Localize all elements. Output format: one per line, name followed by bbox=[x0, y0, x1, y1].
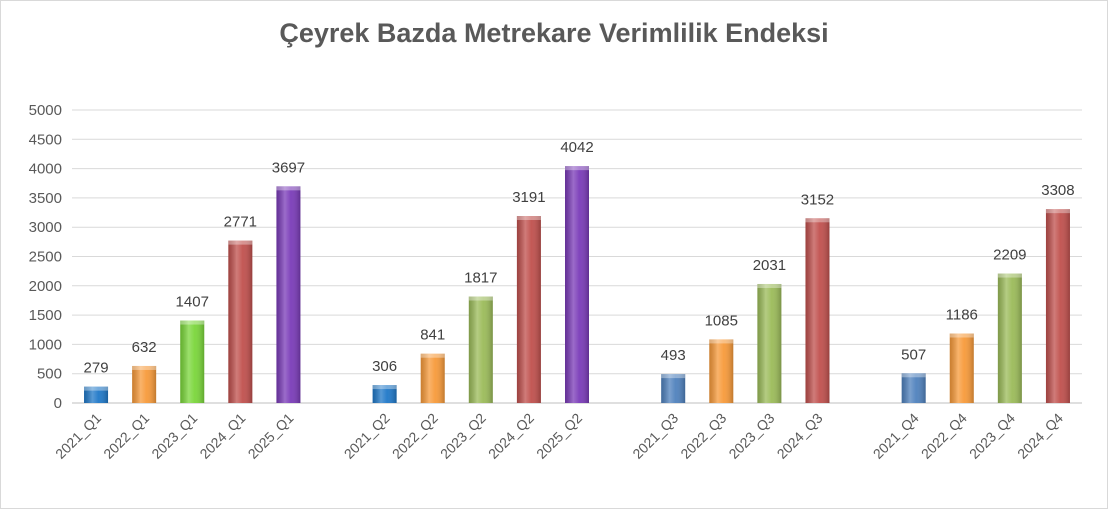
data-label-2022_Q3: 1085 bbox=[705, 312, 738, 329]
data-label-2024_Q2: 3191 bbox=[512, 189, 545, 206]
bar-bevel bbox=[757, 283, 782, 288]
bar-bevel bbox=[997, 273, 1022, 278]
y-tick-label: 500 bbox=[37, 366, 62, 383]
bar-shading bbox=[84, 386, 109, 403]
x-tick-label: 2022_Q3 bbox=[677, 410, 729, 462]
y-tick-label: 1500 bbox=[29, 307, 62, 324]
bar-bevel bbox=[372, 385, 397, 390]
x-tick-label: 2021_Q2 bbox=[341, 410, 393, 462]
chart-title: Çeyrek Bazda Metrekare Verimlilik Endeks… bbox=[279, 18, 829, 48]
data-label-2024_Q4: 3308 bbox=[1041, 182, 1074, 199]
bar-bevel bbox=[84, 386, 109, 391]
x-tick-label: 2023_Q1 bbox=[148, 410, 200, 462]
y-axis: 0 500 1000 1500 2000 2500 3000 3500 4000 4500 5000 bbox=[29, 102, 62, 412]
data-label-2023_Q1: 1407 bbox=[176, 294, 209, 311]
bar-bevel bbox=[661, 374, 686, 379]
data-label-2025_Q2: 4042 bbox=[560, 139, 593, 156]
bar-bevel bbox=[180, 320, 205, 325]
bar-shading bbox=[757, 283, 782, 403]
bar-bevel bbox=[901, 373, 926, 378]
bar-shading bbox=[949, 333, 974, 403]
data-label-2021_Q2: 306 bbox=[372, 358, 397, 375]
y-tick-label: 4500 bbox=[29, 131, 62, 148]
bar-bevel bbox=[709, 339, 734, 344]
x-tick-label: 2021_Q4 bbox=[870, 410, 922, 462]
x-tick-label: 2023_Q3 bbox=[725, 410, 777, 462]
bar-shading bbox=[132, 365, 157, 403]
data-label-2025_Q1: 3697 bbox=[272, 159, 305, 176]
bar-bevel bbox=[805, 218, 830, 223]
x-tick-label: 2021_Q3 bbox=[629, 410, 681, 462]
bar-shading bbox=[276, 186, 301, 403]
bars bbox=[84, 166, 1070, 403]
data-label-2021_Q3: 493 bbox=[661, 347, 686, 364]
x-tick-label: 2024_Q2 bbox=[485, 410, 537, 462]
bar-shading bbox=[516, 216, 541, 403]
bar-shading bbox=[565, 166, 589, 403]
y-tick-label: 4000 bbox=[29, 161, 62, 178]
bar-shading bbox=[805, 218, 830, 403]
x-tick-label: 2024_Q1 bbox=[196, 410, 248, 462]
bar-bevel bbox=[516, 216, 541, 221]
bar-shading bbox=[997, 273, 1022, 403]
data-label-2023_Q2: 1817 bbox=[464, 270, 497, 287]
bar-shading bbox=[901, 373, 926, 403]
x-tick-label: 2025_Q2 bbox=[533, 410, 585, 462]
y-tick-label: 2000 bbox=[29, 278, 62, 295]
x-tick-label: 2024_Q4 bbox=[1014, 410, 1066, 462]
data-label-2022_Q2: 841 bbox=[420, 327, 445, 344]
bar-shading bbox=[180, 320, 205, 403]
y-tick-label: 3000 bbox=[29, 219, 62, 236]
data-labels: 279 632 1407 2771 3697 306 841 1817 3191 4042 493 1… bbox=[84, 139, 1075, 377]
data-label-2023_Q4: 2209 bbox=[993, 247, 1026, 264]
bar-shading bbox=[661, 374, 686, 403]
bar-shading bbox=[372, 385, 397, 403]
bar-bevel bbox=[949, 333, 974, 338]
x-tick-label: 2023_Q4 bbox=[966, 410, 1018, 462]
bar-bevel bbox=[420, 353, 445, 358]
y-tick-label: 2500 bbox=[29, 249, 62, 266]
bar-shading bbox=[1045, 209, 1070, 403]
data-label-2021_Q1: 279 bbox=[84, 360, 109, 377]
y-tick-label: 5000 bbox=[29, 102, 62, 119]
bar-shading bbox=[468, 296, 493, 403]
bar-bevel bbox=[468, 296, 493, 301]
x-tick-label: 2022_Q2 bbox=[389, 410, 441, 462]
data-label-2021_Q4: 507 bbox=[901, 346, 926, 363]
x-tick-label: 2023_Q2 bbox=[437, 410, 489, 462]
bar-bevel bbox=[1045, 209, 1070, 214]
bar-shading bbox=[228, 240, 253, 403]
x-tick-label: 2024_Q3 bbox=[774, 410, 826, 462]
bar-bevel bbox=[276, 186, 301, 191]
data-label-2024_Q1: 2771 bbox=[224, 214, 257, 231]
data-label-2022_Q1: 632 bbox=[132, 339, 157, 356]
data-label-2024_Q3: 3152 bbox=[801, 191, 834, 208]
y-tick-label: 0 bbox=[54, 395, 62, 412]
bar-shading bbox=[709, 339, 734, 403]
x-tick-label: 2022_Q4 bbox=[918, 410, 970, 462]
bar-bevel bbox=[132, 365, 157, 370]
x-tick-label: 2025_Q1 bbox=[245, 410, 297, 462]
x-tick-label: 2021_Q1 bbox=[52, 410, 104, 462]
y-tick-label: 1000 bbox=[29, 336, 62, 353]
y-tick-label: 3500 bbox=[29, 190, 62, 207]
bar-bevel bbox=[228, 240, 253, 245]
data-label-2023_Q3: 2031 bbox=[753, 257, 786, 274]
data-label-2022_Q4: 1186 bbox=[946, 307, 978, 324]
x-tick-label: 2022_Q1 bbox=[100, 410, 152, 462]
bar-bevel bbox=[565, 166, 589, 171]
bar-shading bbox=[420, 353, 445, 403]
